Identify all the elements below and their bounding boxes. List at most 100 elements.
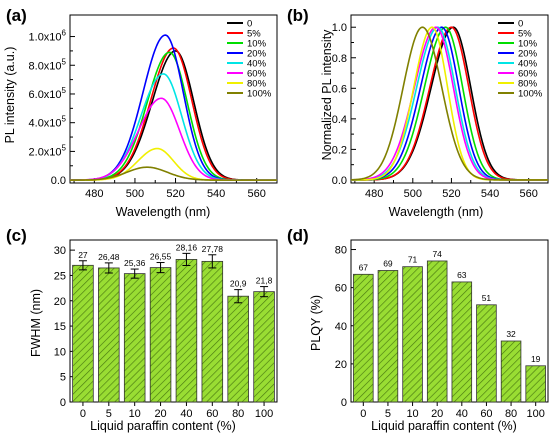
panel-d-bar-4 [451, 281, 473, 403]
panel-c-bars: 27 26,48 25,36 26,55 28,16 27,78 20,9 21,8 [72, 242, 275, 403]
panel-c-xtick-label: 20 [154, 408, 166, 420]
panel-b-series-7-line [350, 26, 548, 181]
panel-b-legend-label-4: 40% [518, 59, 538, 70]
panel-d-frame [350, 239, 549, 403]
panel-a-xtick-label: 560 [248, 188, 266, 200]
panel-d-bar-7 [525, 365, 546, 403]
panel-a-xtick-label: 540 [207, 188, 225, 200]
panel-a-legend: 05%10%20%40%60%80%100% [227, 19, 272, 100]
panel-a-xtick-label: 520 [166, 188, 184, 200]
panel-b-ylabel: Normalized PL intensity [320, 29, 334, 161]
panel-c-bar-6 [227, 295, 249, 403]
panel-b-legend-label-7: 100% [518, 89, 543, 100]
panel-c-ytick-label: 5 [60, 372, 66, 384]
panel-a-axes: 480 500 520 540 560 0.0 2.0x105 4.0x105 6.0x105 8… [29, 14, 278, 200]
panel-a-xlabel: Wavelength (nm) [116, 205, 211, 219]
panel-a-xtick-label: 500 [126, 188, 144, 200]
panel-d-ytick-label: 40 [335, 321, 347, 333]
panel-c-bar-label-3: 26,55 [150, 252, 172, 262]
panel-b-xtick-label: 480 [365, 188, 383, 200]
panel-d-bar-label-3: 74 [432, 249, 442, 259]
panel-c-ytick-label: 0 [60, 397, 66, 409]
panel-c-bar-label-5: 27,78 [202, 244, 224, 254]
panel-d-bar-label-6: 32 [506, 329, 516, 339]
panel-b-xtick-label: 560 [520, 188, 538, 200]
panel-c-frame [69, 239, 278, 403]
panel-d-xtick-label: 0 [360, 408, 366, 420]
panel-c-xtick-label: 40 [180, 408, 192, 420]
panel-a-pl-spectra: (a) 480 500 520 540 560 0.0 2.0x105 4.0x105 6.0x… [3, 6, 278, 219]
panel-d-ylabel: PLQY (%) [309, 295, 323, 351]
panel-a-ytick-label: 8.0x105 [29, 57, 67, 72]
panel-b-legend-label-6: 80% [518, 79, 538, 90]
panel-c-bar-3 [149, 267, 172, 403]
panel-c-bar-label-1: 26,48 [98, 252, 120, 262]
panel-d-ytick-label: 20 [335, 359, 347, 371]
panel-d-axes: 0 20 40 60 80 0 5 10 20 40 60 80 100 [335, 239, 549, 420]
panel-b-legend: 05%10%20%40%60%80%100% [498, 19, 543, 100]
panel-b-xtick-label: 540 [481, 188, 499, 200]
panel-b-axes: 480 500 520 540 560 0.0 0.2 0.4 0.6 0.8 1.0 [332, 14, 549, 200]
panel-b-legend-label-2: 10% [518, 39, 538, 50]
panel-d-xtick-label: 100 [527, 408, 545, 420]
panel-b-xtick-label: 520 [442, 188, 460, 200]
panel-a-ylabel: PL intensity (a.u.) [3, 47, 17, 144]
panel-d-xtick-label: 40 [456, 408, 468, 420]
panel-c-bar-7 [253, 291, 275, 403]
panel-d-xtick-label: 60 [480, 408, 492, 420]
panel-a-legend-label-5: 60% [247, 69, 267, 80]
panel-a-ytick-label: 4.0x105 [29, 115, 67, 130]
panel-a-legend-label-3: 20% [247, 49, 267, 60]
panel-a-curves [70, 34, 277, 181]
panel-c-bar-label-6: 20,9 [230, 279, 247, 289]
panel-d-ytick-label: 0 [341, 397, 347, 409]
panel-a-ytick-label: 1.0x106 [29, 29, 67, 44]
panel-b-ytick-label: 0.8 [332, 53, 347, 65]
panel-c-ytick-label: 20 [54, 296, 66, 308]
panel-d-bar-2 [402, 266, 423, 403]
panel-d-bars: 67 69 71 74 63 51 32 19 [353, 249, 546, 403]
panel-c-ylabel: FWHM (nm) [29, 289, 43, 357]
panel-c-bar-2 [123, 273, 146, 403]
panel-c-bar-label-0: 27 [78, 250, 88, 260]
panel-c-xlabel: Liquid paraffin content (%) [90, 419, 236, 433]
panel-d-bar-label-5: 51 [482, 293, 492, 303]
panel-c-bar-4 [175, 259, 198, 403]
panel-d-bar-label-1: 69 [383, 258, 393, 268]
panel-d-bar-0 [353, 273, 374, 403]
panel-b-curves [350, 26, 548, 181]
panel-d-bar-6 [500, 340, 522, 403]
panel-d-bar-label-7: 19 [531, 354, 541, 364]
panel-a-xtick-label: 480 [85, 188, 103, 200]
panel-d-xtick-label: 80 [505, 408, 517, 420]
panel-c-bar-label-7: 21,8 [256, 276, 273, 286]
panel-c-bar-5 [201, 260, 224, 403]
panel-d-bar-label-0: 67 [359, 262, 369, 272]
panel-a-legend-label-2: 10% [247, 39, 267, 50]
panel-d-bar-3 [426, 260, 448, 403]
panel-c-ytick-label: 30 [54, 245, 66, 257]
panel-d-ytick-label: 80 [335, 245, 347, 257]
panel-d-xtick-label: 20 [431, 408, 443, 420]
panel-b-xlabel: Wavelength (nm) [389, 205, 484, 219]
panel-a-series-5-line [70, 97, 277, 181]
panel-c-xtick-label: 5 [106, 408, 112, 420]
panel-c-ytick-label: 10 [54, 346, 66, 358]
panel-c-letter: (c) [6, 226, 27, 245]
panel-d-bar-label-2: 71 [408, 255, 418, 265]
panel-d-letter: (d) [287, 226, 309, 245]
panel-b-ytick-label: 0.4 [332, 114, 347, 126]
panel-a-ytick-label: 6.0x105 [29, 86, 67, 101]
panel-d-bar-5 [476, 304, 497, 403]
panel-c-bar-0 [72, 264, 94, 403]
panel-d-xtick-label: 10 [406, 408, 418, 420]
panel-c-xtick-label: 60 [206, 408, 218, 420]
panel-d-bar-label-4: 63 [457, 270, 467, 280]
panel-b-normalized-spectra: (b) 480 500 520 540 560 0.0 0.2 0.4 0.6 0.8 1.0 05… [287, 6, 549, 219]
panel-a-legend-label-4: 40% [247, 59, 267, 70]
panel-a-ytick-label: 2.0x105 [29, 143, 67, 158]
panel-b-ytick-label: 0.0 [332, 175, 347, 187]
panel-b-frame [350, 14, 549, 184]
panel-c-xtick-label: 100 [255, 408, 273, 420]
